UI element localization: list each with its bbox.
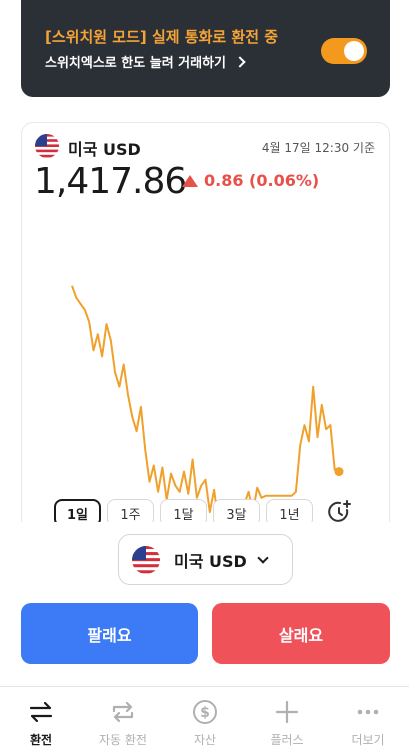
us-flag-icon (35, 134, 59, 158)
nav-label: 자산 (193, 733, 217, 747)
nav-label: 자동 환전 (99, 733, 147, 747)
exchange-arrows-icon (29, 701, 53, 723)
toggle-knob (344, 41, 364, 61)
nav-item-assets[interactable]: $ 자산 (164, 687, 246, 755)
period-selector: 1일 1주 1달 3달 1년 (54, 499, 313, 522)
rate-timestamp: 4월 17일 12:30 기준 (261, 141, 375, 155)
plus-icon (275, 700, 299, 724)
clock-plus-icon[interactable] (327, 499, 353, 522)
svg-text:$: $ (200, 705, 210, 721)
chevron-right-icon (234, 55, 246, 68)
rate-line-chart (71, 285, 344, 522)
mode-toggle[interactable] (321, 38, 367, 64)
rate-change-value: 0.86 (0.06%) (204, 171, 320, 190)
banner-link[interactable]: 스위치엑스로 한도 늘려 거래하기 (45, 52, 246, 71)
dollar-circle-icon: $ (193, 700, 217, 724)
repeat-icon (112, 701, 134, 723)
rate-card: 미국 USD 4월 17일 12:30 기준 1,417.86 0.86 (0.… (21, 122, 390, 522)
nav-item-auto-exchange[interactable]: 자동 환전 (82, 687, 164, 755)
banner-title: [스위치원 모드] 실제 통화로 환전 중 (45, 28, 279, 46)
period-button-1y[interactable]: 1년 (266, 499, 313, 522)
buy-button[interactable]: 살래요 (212, 603, 390, 664)
nav-item-exchange[interactable]: 환전 (0, 687, 82, 755)
chevron-down-icon (257, 551, 269, 564)
sell-button[interactable]: 팔래요 (21, 603, 198, 664)
currency-selector[interactable]: 미국 USD (118, 534, 293, 585)
nav-label: 더보기 (351, 733, 385, 747)
nav-item-plus[interactable]: 플러스 (246, 687, 328, 755)
mode-banner[interactable]: [스위치원 모드] 실제 통화로 환전 중 스위치엑스로 한도 늘려 거래하기 (21, 0, 390, 97)
rate-series-line (71, 285, 340, 522)
period-button-1w[interactable]: 1주 (107, 499, 154, 522)
nav-label: 환전 (29, 733, 53, 747)
bottom-nav: 환전 자동 환전 $ 자산 플러스 더보기 (0, 686, 409, 755)
nav-label: 플러스 (270, 733, 304, 747)
us-flag-icon (132, 545, 160, 574)
current-rate-point (334, 467, 344, 477)
period-button-3m[interactable]: 3달 (213, 499, 260, 522)
exchange-rate: 1,417.86 (34, 161, 187, 202)
more-dots-icon (357, 709, 379, 715)
rate-change: 0.86 (0.06%) (182, 171, 319, 190)
selector-label: 미국 USD (174, 551, 247, 571)
currency-name: 미국 USD (68, 140, 141, 159)
nav-item-more[interactable]: 더보기 (327, 687, 409, 755)
triangle-up-icon (182, 174, 198, 187)
banner-subtitle: 스위치엑스로 한도 늘려 거래하기 (45, 56, 227, 71)
period-button-1m[interactable]: 1달 (160, 499, 207, 522)
period-button-1d[interactable]: 1일 (54, 499, 101, 522)
